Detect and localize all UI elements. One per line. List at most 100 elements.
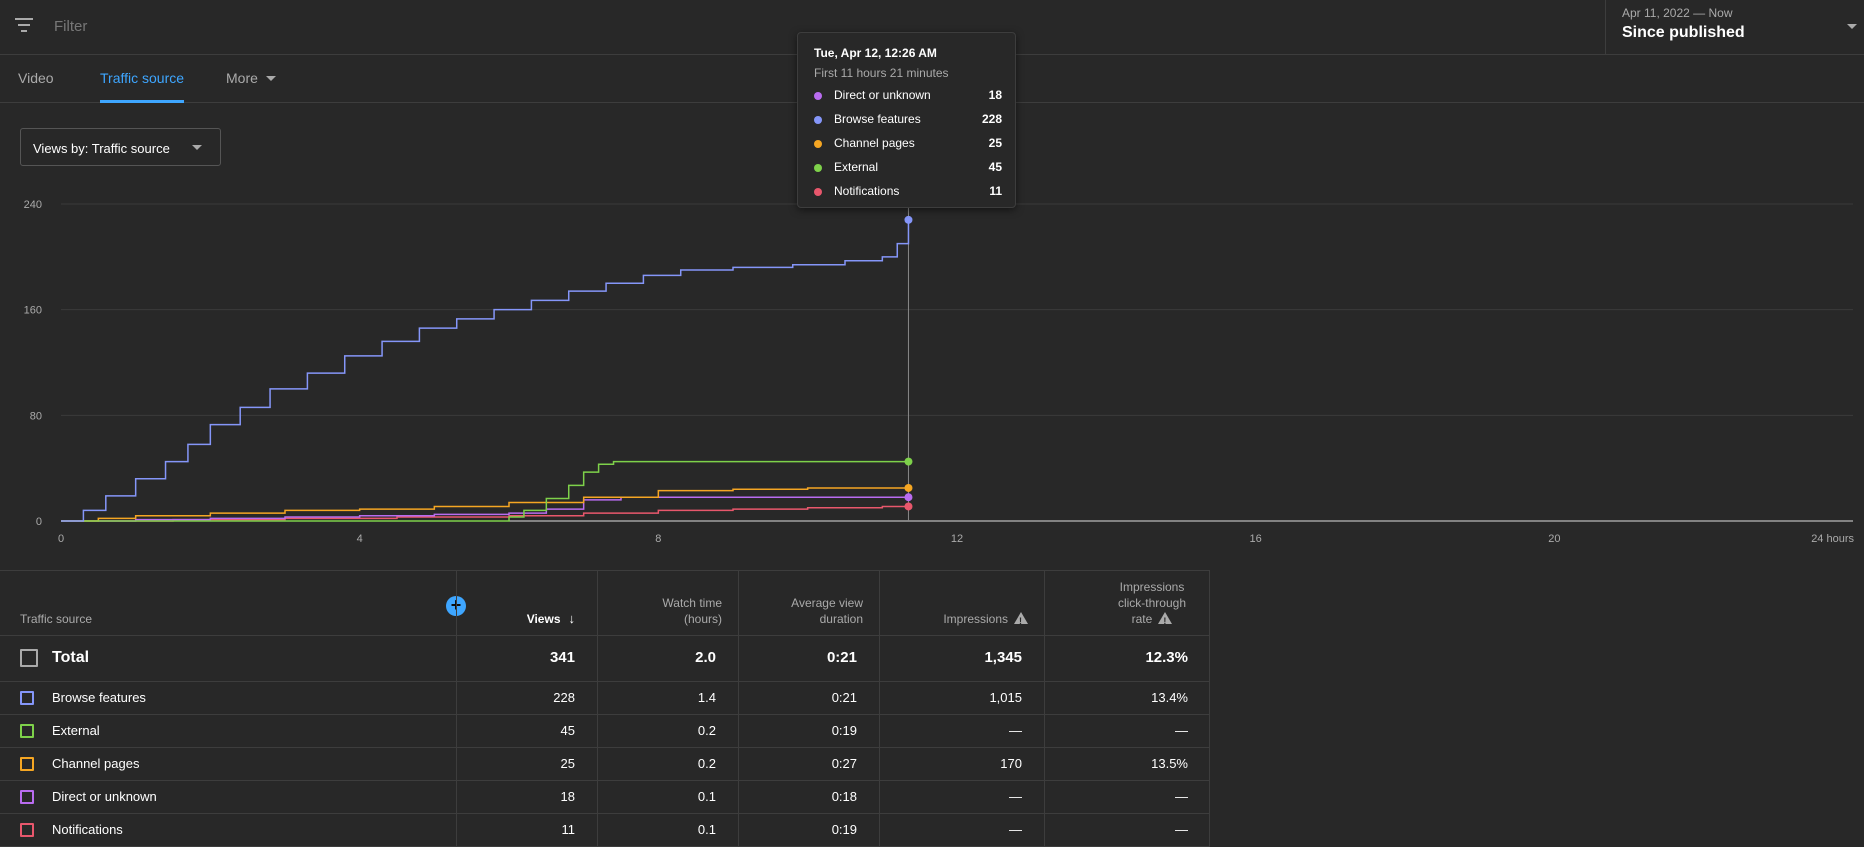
- header-label: Impressions: [943, 612, 1008, 626]
- chart-tooltip: Tue, Apr 12, 12:26 AM First 11 hours 21 …: [797, 32, 1016, 208]
- source-name: Browse features: [52, 690, 146, 705]
- warning-icon[interactable]: [1014, 612, 1028, 629]
- date-range-picker[interactable]: Apr 11, 2022 — Now Since published: [1605, 0, 1864, 54]
- header-label: (hours): [683, 612, 722, 626]
- cell-impressions: 170: [1000, 756, 1022, 771]
- cell-views: 228: [553, 690, 575, 705]
- header-label: Average view: [791, 596, 863, 610]
- row-checkbox[interactable]: [20, 723, 34, 738]
- tab-video[interactable]: Video: [18, 55, 54, 102]
- date-range-text: Apr 11, 2022 — Now: [1622, 6, 1733, 20]
- tab-label: More: [226, 70, 258, 86]
- cell-impressions: 1,345: [984, 649, 1022, 666]
- cell-watch-time: 0.1: [697, 789, 716, 804]
- header-avg-duration[interactable]: Average view duration: [738, 571, 879, 635]
- cell-avg-duration: 0:19: [831, 822, 857, 837]
- header-label: duration: [819, 612, 863, 626]
- tooltip-row: Browse features 228: [814, 112, 1002, 128]
- filter-input[interactable]: [52, 14, 456, 38]
- source-name: Direct or unknown: [52, 789, 157, 804]
- series-dot-icon: [814, 92, 822, 100]
- header-views[interactable]: Views ↓: [456, 571, 597, 635]
- header-impressions[interactable]: Impressions: [879, 571, 1044, 635]
- source-name: External: [52, 723, 100, 738]
- tooltip-row: Direct or unknown 18: [814, 88, 1002, 104]
- header-traffic-source[interactable]: Traffic source: [0, 571, 456, 635]
- chevron-down-icon: [265, 76, 276, 81]
- cell-views: 341: [549, 649, 575, 666]
- tooltip-series-name: Channel pages: [834, 136, 915, 150]
- series-point: [904, 483, 913, 492]
- tooltip-title: Tue, Apr 12, 12:26 AM: [814, 46, 937, 60]
- cell-avg-duration: 0:19: [831, 723, 857, 738]
- row-checkbox[interactable]: [20, 756, 34, 771]
- filter-icon[interactable]: [15, 18, 33, 32]
- tooltip-series-name: Notifications: [834, 184, 900, 198]
- y-tick-label: 160: [24, 305, 42, 317]
- series-dot-icon: [814, 164, 822, 172]
- series-dot-icon: [814, 116, 822, 124]
- cell-ctr: —: [1175, 723, 1188, 738]
- x-tick-label: 16: [1250, 533, 1262, 545]
- source-name: Channel pages: [52, 756, 140, 771]
- table-row[interactable]: Channel pages 25 0.2 0:27 170 13.5%: [0, 747, 1210, 781]
- tooltip-series-name: Browse features: [834, 112, 921, 126]
- tab-label: Traffic source: [100, 70, 185, 86]
- series-dot-icon: [814, 140, 822, 148]
- header-label: Impressions: [1119, 580, 1185, 594]
- header-watch-time[interactable]: Watch time (hours): [597, 571, 738, 635]
- cell-avg-duration: 0:21: [831, 690, 857, 705]
- y-tick-label: 80: [30, 410, 42, 422]
- cell-impressions: —: [1009, 723, 1022, 738]
- tooltip-series-name: Direct or unknown: [834, 88, 931, 102]
- cell-ctr: 12.3%: [1145, 649, 1188, 666]
- cell-avg-duration: 0:18: [831, 789, 857, 804]
- warning-icon[interactable]: [1158, 612, 1173, 629]
- cell-ctr: —: [1175, 822, 1188, 837]
- column-divider: [879, 570, 880, 846]
- total-checkbox[interactable]: [20, 648, 38, 667]
- tooltip-series-value: 11: [989, 184, 1002, 198]
- header-label: rate: [1131, 612, 1153, 626]
- cell-impressions: 1,015: [989, 690, 1022, 705]
- cell-watch-time: 0.2: [697, 723, 716, 738]
- traffic-chart[interactable]: 0 80 160 240 0 4 8 12 16 20 24 hours: [0, 180, 1864, 560]
- header-ctr[interactable]: Impressions click-through rate: [1044, 571, 1210, 635]
- chevron-down-icon: [1847, 24, 1857, 29]
- header-label: click-through: [1117, 596, 1186, 610]
- row-checkbox[interactable]: [20, 822, 34, 837]
- series-point: [904, 457, 913, 466]
- y-tick-label: 240: [24, 199, 42, 211]
- tooltip-series-value: 45: [988, 160, 1002, 174]
- cell-watch-time: 0.2: [697, 756, 716, 771]
- column-divider: [1209, 570, 1210, 846]
- table-header: Traffic source + Views↓ Watch time(hours…: [0, 570, 1210, 636]
- x-tick-label: 4: [357, 533, 363, 545]
- cell-impressions: —: [1009, 822, 1022, 837]
- arrow-down-icon: ↓: [568, 611, 576, 626]
- table-row[interactable]: External 45 0.2 0:19 — —: [0, 714, 1210, 748]
- views-by-dropdown[interactable]: Views by: Traffic source: [20, 128, 221, 166]
- cell-impressions: —: [1009, 789, 1022, 804]
- table-row[interactable]: Direct or unknown 18 0.1 0:18 — —: [0, 780, 1210, 814]
- cell-watch-time: 2.0: [695, 649, 716, 666]
- total-row[interactable]: Total 341 2.0 0:21 1,345 12.3%: [0, 634, 1210, 682]
- tab-more[interactable]: More: [226, 55, 276, 102]
- header-label: Watch time: [662, 596, 722, 610]
- cell-views: 11: [561, 822, 576, 837]
- column-divider: [738, 570, 739, 846]
- x-tick-label: 20: [1548, 533, 1560, 545]
- series-point: [904, 493, 913, 502]
- cell-ctr: 13.5%: [1151, 756, 1188, 771]
- row-checkbox[interactable]: [20, 690, 34, 705]
- table-row[interactable]: Browse features 228 1.4 0:21 1,015 13.4%: [0, 681, 1210, 715]
- source-name: Total: [52, 649, 90, 666]
- tooltip-series-name: External: [834, 160, 879, 174]
- series-dot-icon: [814, 188, 822, 196]
- table-row[interactable]: Notifications 11 0.1 0:19 — —: [0, 813, 1210, 847]
- tooltip-series-value: 228: [981, 112, 1002, 126]
- tab-traffic-source[interactable]: Traffic source: [100, 55, 185, 103]
- cell-watch-time: 1.4: [697, 690, 716, 705]
- row-checkbox[interactable]: [20, 789, 34, 804]
- cell-views: 45: [560, 723, 575, 738]
